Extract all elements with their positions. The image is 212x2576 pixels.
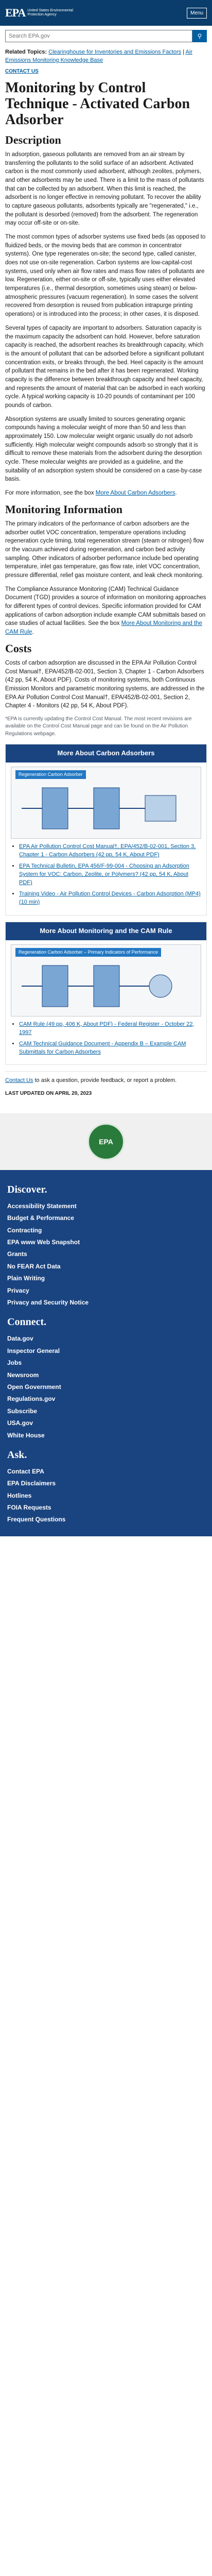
connect-links: Data.gov Inspector General Jobs Newsroom… [7, 1333, 205, 1442]
resource-link[interactable]: Training Video - Air Pollution Control D… [19, 890, 201, 905]
footer-link[interactable]: Jobs [7, 1359, 22, 1367]
description-paragraph: Absorption systems are usually limited t… [5, 416, 202, 483]
footer-link[interactable]: Contracting [7, 1226, 42, 1234]
footer-link[interactable]: USA.gov [7, 1419, 33, 1427]
list-item: EPA Air Pollution Control Cost Manual†, … [19, 843, 201, 859]
footer-link[interactable]: FOIA Requests [7, 1504, 51, 1512]
agency-name: United States Environmental Protection A… [27, 9, 74, 16]
site-header: EPA United States Environmental Protecti… [0, 0, 212, 26]
related-topics: Related Topics: Clearinghouse for Invent… [5, 49, 192, 63]
box-heading: More About Carbon Adsorbers [6, 744, 206, 763]
last-updated: LAST UPDATED ON APRIL 20, 2023 [5, 1091, 92, 1097]
footer-link[interactable]: Contact EPA [7, 1467, 44, 1475]
costs-footnote: *EPA is currently updating the Control C… [5, 716, 192, 737]
monitoring-heading: Monitoring Information [5, 502, 122, 516]
footer-link[interactable]: No FEAR Act Data [7, 1262, 61, 1270]
cam-indicators-diagram[interactable]: Regeneration Carbon Adsorber – Primary I… [11, 944, 201, 1016]
contact-us-link[interactable]: Contact Us [5, 1077, 33, 1084]
contact-us-link-top[interactable]: CONTACT US [5, 68, 39, 74]
footer-link[interactable]: Frequent Questions [7, 1516, 66, 1523]
box-heading: More About Monitoring and the CAM Rule [6, 922, 206, 940]
footer-link[interactable]: Privacy and Security Notice [7, 1299, 89, 1307]
footer-link[interactable]: Subscribe [7, 1407, 38, 1415]
list-item: EPA Technical Bulletin, EPA 456/F-99-004… [19, 862, 201, 887]
footer-link[interactable]: Data.gov [7, 1335, 33, 1343]
search-input[interactable] [5, 30, 192, 42]
footer-seal-area: EPA [0, 1113, 212, 1170]
search-icon: ⚲ [197, 32, 202, 40]
description-paragraph: In adsorption, gaseous pollutants are re… [5, 151, 204, 227]
description-heading: Description [5, 133, 61, 146]
costs-heading: Costs [5, 641, 32, 655]
related-link-knowledge-base[interactable]: Air Emissions Monitoring Knowledge Base [5, 49, 192, 63]
footer-link[interactable]: EPA Disclaimers [7, 1480, 56, 1487]
footer-link[interactable]: Accessibility Statement [7, 1202, 77, 1210]
list-item: Training Video - Air Pollution Control D… [19, 890, 201, 907]
more-about-cam-link[interactable]: More About Monitoring and the CAM Rule [5, 620, 202, 635]
footer-link[interactable]: Open Government [7, 1383, 61, 1391]
connect-heading: Connect. [7, 1316, 47, 1328]
footer-link[interactable]: Grants [7, 1250, 27, 1258]
list-item: CAM Technical Guidance Document - Append… [19, 1040, 201, 1057]
cam-resources-list: CAM Rule (49 pp, 406 K, About PDF) - Fed… [19, 1021, 201, 1057]
contact-line: Contact Us to ask a question, provide fe… [5, 1071, 207, 1085]
footer-link[interactable]: Privacy [7, 1286, 29, 1294]
carbon-adsorber-diagram[interactable]: Regeneration Carbon Adsorber [11, 767, 201, 839]
related-topics-label: Related Topics: [5, 49, 47, 55]
description-paragraph: Several types of capacity are important … [5, 325, 205, 409]
resource-link[interactable]: EPA Technical Bulletin, EPA 456/F-99-004… [19, 863, 189, 886]
related-link-clearinghouse[interactable]: Clearinghouse for Inventories and Emissi… [48, 49, 182, 55]
menu-button[interactable]: Menu [186, 7, 207, 19]
description-paragraph: For more information, see the box More A… [5, 489, 177, 496]
resource-link[interactable]: CAM Technical Guidance Document - Append… [19, 1040, 186, 1055]
adsorber-schematic-icon [22, 787, 176, 829]
discover-links: Accessibility Statement Budget & Perform… [7, 1200, 205, 1309]
diagram-label: Regeneration Carbon Adsorber – Primary I… [15, 947, 162, 957]
main-content: Related Topics: Clearinghouse for Invent… [0, 46, 212, 1105]
monitoring-paragraph: The primary indicators of the performanc… [5, 520, 204, 579]
search-bar: ⚲ [0, 26, 212, 46]
resource-link[interactable]: EPA Air Pollution Control Cost Manual†, … [19, 843, 196, 858]
footer-link[interactable]: White House [7, 1431, 45, 1439]
footer-link[interactable]: Inspector General [7, 1347, 60, 1354]
carbon-resources-list: EPA Air Pollution Control Cost Manual†, … [19, 843, 201, 907]
epa-logo-mark: EPA [5, 6, 26, 20]
epa-seal-icon: EPA [87, 1123, 125, 1160]
more-about-carbon-link[interactable]: More About Carbon Adsorbers [95, 489, 175, 496]
discover-heading: Discover. [7, 1183, 47, 1195]
more-about-cam-box: More About Monitoring and the CAM Rule R… [5, 921, 207, 1065]
page-title: Monitoring by Control Technique - Activa… [5, 80, 190, 128]
costs-paragraph: Costs of carbon adsorption are discussed… [5, 659, 205, 709]
site-footer: Discover. Accessibility Statement Budget… [0, 1170, 212, 1536]
epa-logo[interactable]: EPA United States Environmental Protecti… [5, 5, 74, 21]
footer-link[interactable]: Hotlines [7, 1492, 32, 1499]
footer-link[interactable]: EPA www Web Snapshot [7, 1239, 80, 1246]
resource-link[interactable]: CAM Rule (49 pp, 406 K, About PDF) - Fed… [19, 1021, 195, 1036]
more-about-carbon-box: More About Carbon Adsorbers Regeneration… [5, 744, 207, 916]
footer-link[interactable]: Plain Writing [7, 1275, 45, 1282]
indicators-schematic-icon [22, 965, 172, 1007]
search-button[interactable]: ⚲ [192, 30, 207, 42]
diagram-label: Regeneration Carbon Adsorber [15, 770, 86, 779]
monitoring-paragraph: The Compliance Assurance Monitoring (CAM… [5, 586, 206, 635]
footer-link[interactable]: Regulations.gov [7, 1395, 56, 1403]
ask-links: Contact EPA EPA Disclaimers Hotlines FOI… [7, 1466, 205, 1526]
footer-link[interactable]: Budget & Performance [7, 1214, 75, 1222]
description-paragraph: The most common types of adsorber system… [5, 234, 206, 318]
list-item: CAM Rule (49 pp, 406 K, About PDF) - Fed… [19, 1021, 201, 1037]
ask-heading: Ask. [7, 1449, 27, 1461]
footer-link[interactable]: Newsroom [7, 1371, 39, 1379]
